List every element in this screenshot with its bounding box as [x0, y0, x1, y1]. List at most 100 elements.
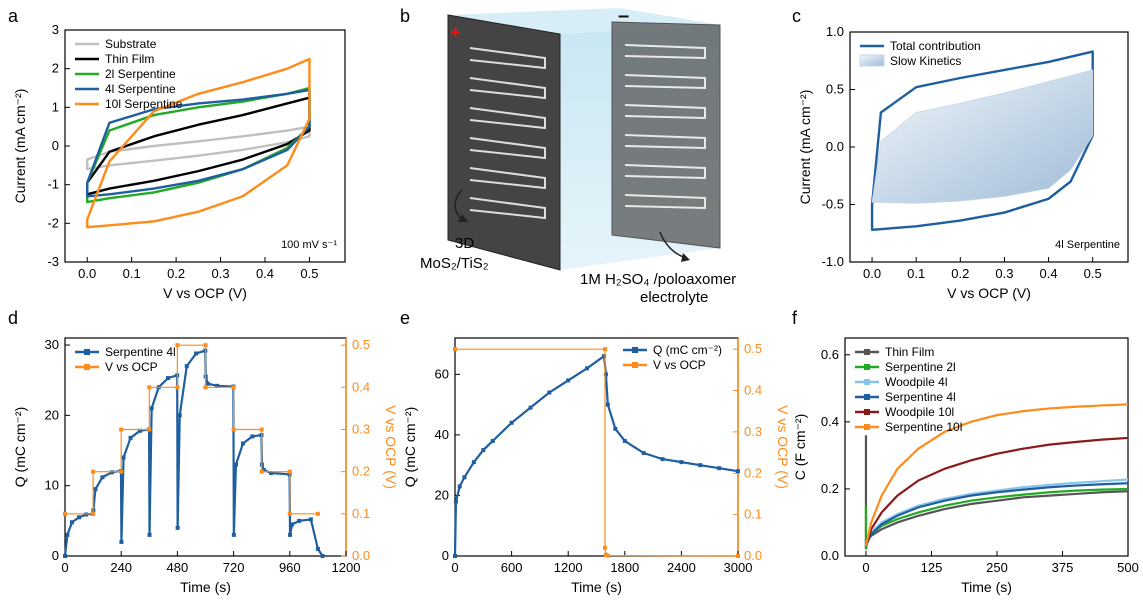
panel-a-x-tick-label: 0.5 [300, 266, 318, 281]
panel-e-series-0-marker [528, 405, 533, 410]
panel-c-y-tick-label: 1.0 [826, 24, 844, 39]
panel-e-y-tick-label: 20 [435, 487, 449, 502]
panel-d-series-0-marker [84, 512, 89, 517]
panel-d-series-0-marker [77, 515, 82, 520]
panel-d-series-1-marker [63, 511, 67, 516]
panel-a-y-tick-label: -3 [47, 254, 59, 269]
panel-c-legend-label: Slow Kinetics [890, 54, 961, 68]
panel-d-series-0-marker [137, 428, 142, 433]
panel-d-series-1-line [65, 344, 318, 515]
panel-f-series-5-line [864, 403, 1129, 547]
panel-d-series-0-marker [262, 468, 267, 473]
panel-d-y2-tick-label: 0.2 [352, 464, 370, 479]
panel-f-legend-label: Woodpile 4l [885, 375, 947, 389]
panel-e-x-axis-label: Time (s) [571, 579, 622, 595]
panel-e-series-0-marker [602, 354, 607, 359]
panel-d-x-tick-label: 960 [279, 560, 301, 575]
panel-d-series-0-marker [166, 376, 171, 381]
panel-d-y2-axis-label: V vs OCP (V) [383, 405, 399, 489]
label-3d: 3D [455, 235, 474, 252]
positive-terminal: + [450, 22, 461, 42]
panel-e-series-1-marker [453, 347, 457, 352]
panel-e-series-0-marker [471, 460, 476, 465]
panel-a-y-tick-label: 1 [52, 99, 59, 114]
panel-f-legend-marker [864, 364, 870, 370]
panel-c-y-axis-label: Current (mA cm⁻²) [797, 90, 813, 205]
panel-d-series-0-marker [128, 435, 133, 440]
panel-d-legend-label: V vs OCP [105, 360, 158, 374]
panel-a-x-tick-label: 0.3 [212, 266, 230, 281]
panel-a-series-4-loop [86, 57, 311, 229]
panel-f-series-4-line [864, 436, 1129, 547]
panel-d-series-0-marker [215, 383, 220, 388]
panel-e-y-tick-label: 0 [442, 548, 449, 563]
panel-d-series-0-marker [147, 532, 152, 537]
panel-d-legend-marker [84, 364, 90, 370]
panel-e-series-0-marker [660, 457, 665, 462]
panel-f-legend-marker [864, 424, 870, 430]
panel-d-series-0-marker [250, 434, 255, 439]
panel-a-legend-label: Substrate [105, 37, 157, 51]
panel-letter-c: c [792, 6, 801, 26]
panel-e-series-0-marker [509, 420, 514, 425]
panel-e-legend-label: Q (mC cm⁻²) [653, 343, 722, 357]
panel-e-x-tick-label: 3000 [724, 560, 753, 575]
panel-c-x-tick-label: 0.0 [863, 266, 881, 281]
panel-e-legend-marker [632, 362, 638, 368]
panel-c-y-tick-label: -0.5 [822, 197, 844, 212]
panel-d-series-1-marker [119, 469, 124, 474]
panel-a-legend-label: 4l Serpentine [105, 82, 176, 96]
panel-f-x-axis-label: Time (s) [961, 579, 1012, 595]
panel-a-legend-label: Thin Film [105, 52, 154, 66]
panel-d-series-0-marker [297, 518, 302, 523]
panel-e-y-tick-label: 60 [435, 366, 449, 381]
panel-e-series-0-marker [736, 469, 740, 474]
panel-c-y-tick-label: 0.0 [826, 139, 844, 154]
panel-f-x-tick-label: 0 [862, 560, 869, 575]
panel-a-x-axis-label: V vs OCP (V) [163, 285, 247, 301]
panel-letter-e: e [400, 308, 410, 328]
panel-d-y2-tick-label: 0.3 [352, 422, 370, 437]
panel-f-series-3-line [864, 482, 1129, 547]
panel-e-series-0-marker [717, 466, 722, 471]
arrow-electrolyte-head [681, 253, 690, 262]
panel-d-series-1-marker [203, 385, 208, 390]
panel-c-series-1-area [871, 69, 1094, 204]
panel-e-series-0-marker [603, 372, 608, 377]
device-schematic: + – 3D MoS₂/TiS₂ 1M H₂SO₄ /poloaxomer el… [420, 5, 736, 306]
panel-d-series-1-marker [147, 427, 152, 432]
panel-c-annotation: 4l Serpentine [1055, 239, 1120, 251]
panel-c-x-tick-label: 0.3 [995, 266, 1013, 281]
panel-e-series-0-marker [605, 402, 610, 407]
panel-d-y-tick-label: 20 [45, 407, 59, 422]
panel-f-x-tick-label: 125 [921, 560, 943, 575]
panel-d-x-tick-label: 480 [167, 560, 189, 575]
panel-d-series-0-marker [109, 470, 114, 475]
panel-d-series-0-marker [233, 462, 238, 467]
panel-d-series-0-marker [177, 413, 182, 418]
panel-d-series-0-marker [315, 546, 320, 551]
panel-d-series-0-marker [288, 532, 293, 537]
panel-e-y2-tick-label: 0.1 [744, 507, 762, 522]
negative-terminal: – [618, 5, 629, 27]
panel-letter-f: f [792, 308, 798, 328]
panel-e-legend-label: V vs OCP [653, 358, 706, 372]
panel-c-x-tick-label: 0.4 [1040, 266, 1058, 281]
panel-d-series-1-marker [259, 427, 264, 432]
panel-d-series-1-marker [91, 469, 96, 474]
panel-d-series-0-line [63, 349, 324, 557]
panel-e-series-0-marker [585, 366, 590, 371]
panel-d-series-0-marker [175, 525, 180, 530]
panel-d-y2-tick-label: 0.0 [352, 548, 370, 563]
panel-f-axes-frame [844, 337, 1129, 557]
panel-d-series-0-marker [308, 517, 313, 522]
panel-e-series-0-marker [453, 554, 457, 558]
panel-d-x-tick-label: 240 [110, 560, 132, 575]
panel-a-x-tick-label: 0.2 [167, 266, 185, 281]
panel-e-x-tick-label: 1800 [610, 560, 639, 575]
panel-e-series-1-marker [605, 553, 610, 558]
panel-f-legend-label: Serpentine 2l [885, 360, 956, 374]
panel-d-legend-label: Serpentine 4l [105, 345, 176, 359]
panel-e-series-1-line [455, 348, 739, 557]
panel-f-legend-label: Thin Film [885, 345, 934, 359]
